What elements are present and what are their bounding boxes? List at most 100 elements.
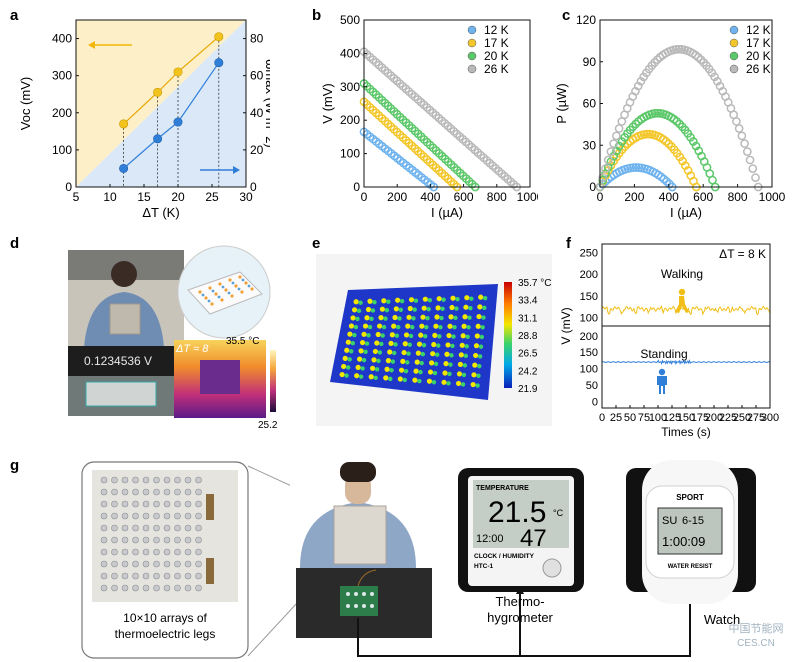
hotspot-hot — [448, 314, 454, 320]
hotspot-warm — [393, 342, 398, 347]
hotspot-warm — [422, 333, 428, 339]
hotspot-warm — [390, 359, 396, 364]
y-tick-label-b: 200 — [340, 113, 360, 127]
power-point — [603, 155, 613, 165]
hotspot-warm — [402, 377, 408, 383]
hygrometer-time: 12:00 — [476, 533, 504, 545]
hotspot-hot — [389, 332, 395, 338]
hotspot-warm — [366, 333, 371, 338]
hotspot-hot — [476, 313, 482, 320]
power-point — [601, 164, 610, 174]
power-point — [745, 155, 755, 165]
hotspot-hot — [351, 307, 358, 313]
hotspot-hot — [433, 323, 439, 329]
standing-person-icon — [657, 368, 667, 394]
colorbar-tick-label: 35.7 °C — [518, 278, 551, 289]
hotspot-hot — [368, 374, 374, 380]
hotspot-hot — [475, 323, 481, 329]
te-leg — [111, 512, 118, 520]
power-point — [598, 173, 608, 183]
y-tick-label-f-top: 100 — [580, 312, 598, 324]
x-tick-label-f: 50 — [624, 412, 636, 424]
te-leg — [142, 536, 150, 544]
te-leg — [174, 536, 181, 544]
hotspot-warm — [417, 378, 422, 384]
te-patch — [109, 303, 141, 335]
te-leg — [174, 476, 181, 484]
te-leg — [174, 548, 181, 556]
te-leg — [142, 476, 150, 484]
hotspot-warm — [469, 296, 474, 301]
y-tick-label-b: 400 — [340, 46, 360, 60]
x-tick-label-f: 250 — [733, 412, 751, 424]
hotspot-hot — [463, 304, 469, 310]
hotspot-hot — [365, 306, 372, 313]
te-leg — [132, 524, 139, 532]
hotspot-hot — [471, 372, 477, 378]
hotspot-warm — [389, 368, 394, 373]
x-tick-label-a: 25 — [205, 190, 219, 204]
panel-e: e 35.7 °C 33.4 31.1 28.8 26.5 24.2 21.9 — [312, 235, 552, 426]
hotspot-warm — [437, 334, 442, 339]
te-leg — [163, 500, 171, 508]
te-leg — [163, 548, 171, 556]
te-leg — [100, 512, 108, 520]
panel-label-a: a — [10, 7, 19, 24]
hotspot-warm — [376, 358, 381, 364]
hotspot-warm — [434, 352, 440, 357]
hotspot-hot — [422, 296, 428, 302]
hotspot-warm — [386, 299, 391, 304]
legend-marker-b — [467, 25, 477, 35]
hotspot-hot — [407, 305, 413, 312]
hotspot-hot — [431, 341, 437, 348]
hotspot-warm — [452, 325, 457, 330]
te-leg — [132, 548, 139, 556]
colorbar-tick-label: 24.2 — [518, 366, 538, 377]
power-point — [688, 137, 698, 146]
voc-line — [123, 36, 220, 125]
te-leg — [184, 476, 192, 484]
te-leg — [142, 548, 150, 556]
hotspot-hot — [462, 314, 468, 320]
hotspot-hot — [401, 349, 407, 356]
hotspot-warm — [372, 300, 377, 305]
power-point — [751, 173, 760, 183]
hotspot-warm — [468, 305, 473, 311]
hotspot-hot — [450, 295, 456, 301]
hotspot-warm — [482, 295, 488, 301]
te-leg — [100, 524, 108, 532]
y-tick-label-a: 200 — [52, 106, 72, 120]
legend-marker-b — [467, 51, 477, 61]
power-point — [606, 147, 616, 156]
hygrometer-label-line2: hygrometer — [487, 610, 553, 625]
te-leg — [100, 500, 108, 508]
hotspot-warm — [464, 344, 469, 349]
hotspot-hot — [415, 350, 421, 356]
te-leg — [153, 584, 160, 592]
te-leg — [153, 560, 160, 568]
x-tick-label-f: 150 — [677, 412, 695, 424]
hotspot-warm — [448, 362, 453, 367]
power-point — [664, 139, 674, 149]
hotspot-warm — [380, 333, 385, 338]
omega-line — [123, 62, 220, 169]
te-leg — [111, 488, 118, 496]
delta-t-annotation: ΔT = 8 K — [719, 247, 766, 261]
wire-to-watch — [520, 590, 691, 657]
watch-lcd — [657, 507, 723, 555]
hotspot-warm — [394, 333, 400, 338]
hotspot-hot — [350, 315, 356, 321]
power-point — [710, 72, 719, 82]
hotspot-hot — [413, 368, 419, 374]
x-tick-label-a: 15 — [137, 190, 151, 204]
hotspot-warm — [367, 324, 373, 330]
wire-to-hygrometer — [357, 590, 521, 657]
te-leg — [142, 512, 150, 520]
hotspot-warm — [481, 315, 486, 320]
legend-label-c: 12 K — [746, 23, 771, 37]
power-point — [653, 108, 662, 118]
panel-g: g 10×10 arrays of thermoelectric legs TE… — [10, 457, 784, 659]
legend-marker-c — [729, 25, 739, 35]
hotspot-hot — [348, 323, 355, 329]
hotspot-hot — [446, 332, 452, 339]
